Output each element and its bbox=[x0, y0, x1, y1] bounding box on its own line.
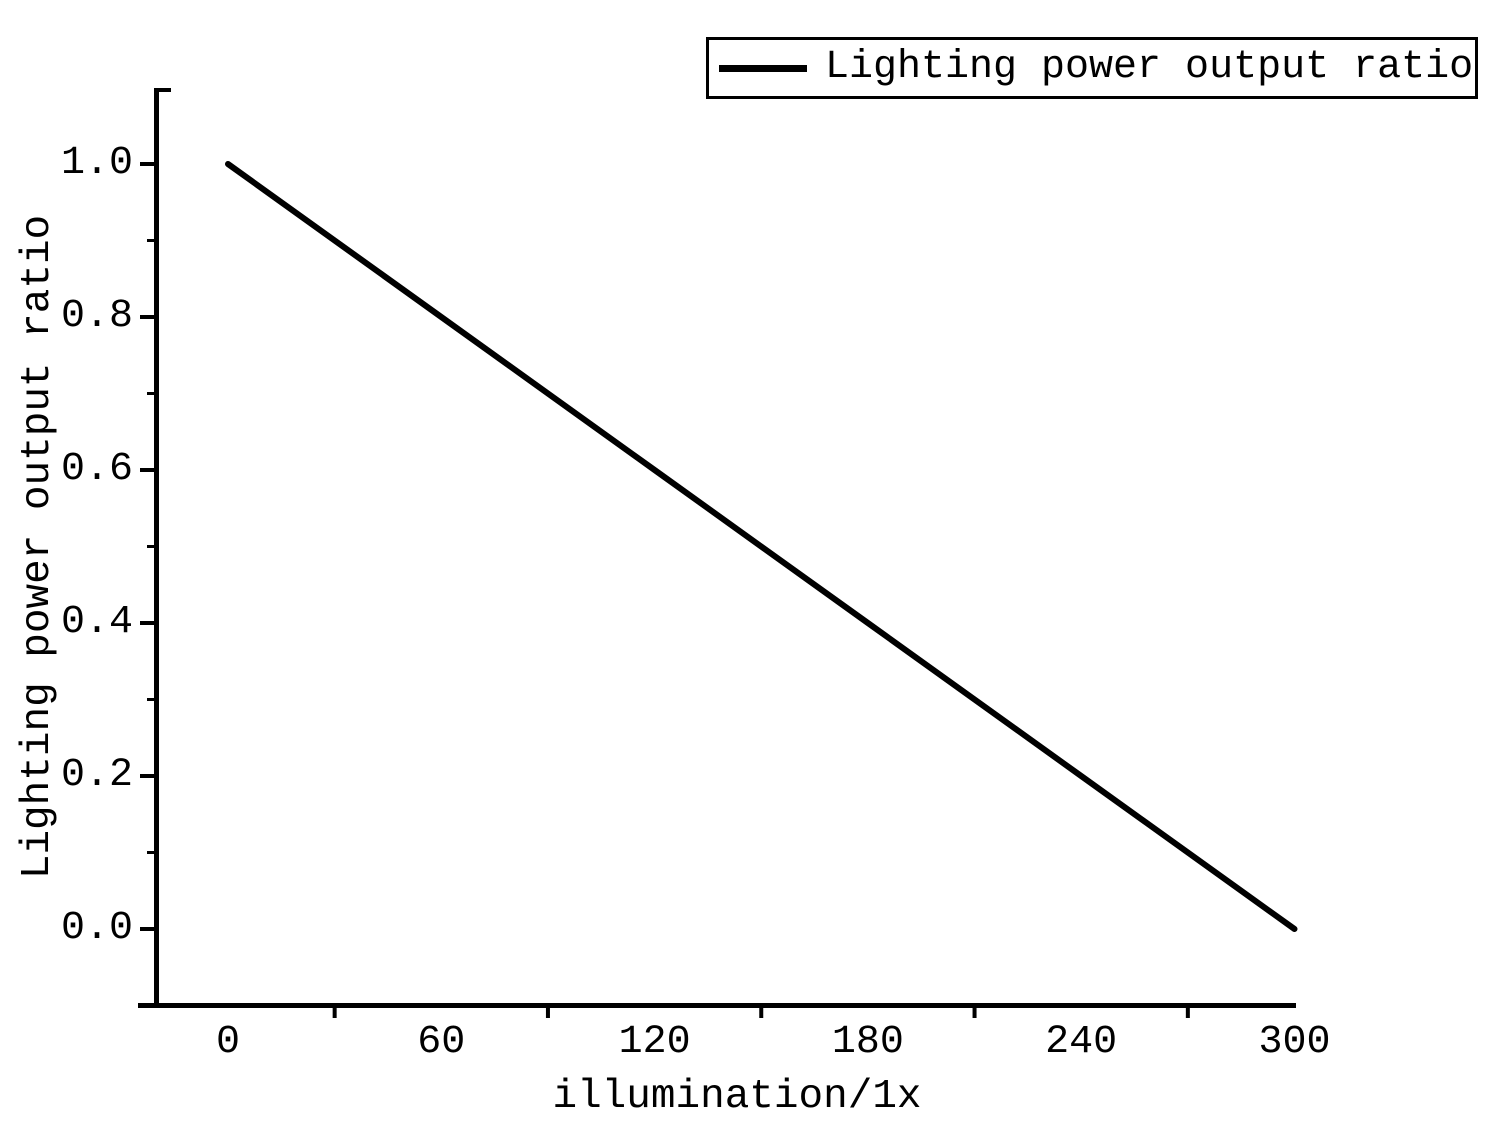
legend-line-sample bbox=[719, 64, 807, 72]
x-axis-line bbox=[138, 1003, 1296, 1008]
y-minor-tick bbox=[147, 239, 154, 242]
y-tick-label: 0.0 bbox=[60, 906, 133, 951]
series-line bbox=[225, 161, 1298, 932]
y-minor-tick bbox=[147, 545, 154, 548]
x-tick-label: 0 bbox=[215, 1020, 240, 1065]
x-minor-tick bbox=[1185, 1008, 1190, 1018]
x-tick-label: 120 bbox=[618, 1020, 691, 1065]
legend-label: Lighting power output ratio bbox=[825, 45, 1474, 90]
y-major-tick bbox=[140, 774, 154, 778]
y-major-tick bbox=[140, 927, 154, 931]
x-minor-tick bbox=[972, 1008, 977, 1018]
x-tick-label: 180 bbox=[831, 1020, 904, 1065]
y-tick-label: 0.6 bbox=[60, 447, 133, 492]
x-axis-title: illumination/1x bbox=[552, 1074, 922, 1120]
legend: Lighting power output ratio bbox=[706, 37, 1478, 99]
y-major-tick bbox=[140, 468, 154, 472]
y-tick-label: 0.8 bbox=[60, 294, 133, 339]
x-minor-tick bbox=[759, 1008, 764, 1018]
y-minor-tick bbox=[147, 698, 154, 701]
y-minor-tick bbox=[147, 851, 154, 854]
y-minor-tick bbox=[147, 392, 154, 395]
y-major-tick bbox=[140, 162, 154, 166]
x-minor-tick bbox=[332, 1008, 337, 1018]
y-tick-label: 1.0 bbox=[60, 141, 133, 186]
x-minor-tick bbox=[545, 1008, 550, 1018]
y-tick-label: 0.4 bbox=[60, 600, 133, 645]
y-axis-line bbox=[154, 88, 159, 1008]
y-major-tick bbox=[140, 315, 154, 319]
y-major-tick bbox=[140, 621, 154, 625]
x-tick-label: 300 bbox=[1258, 1020, 1331, 1065]
y-tick-label: 0.2 bbox=[60, 753, 133, 798]
x-tick-label: 60 bbox=[417, 1020, 466, 1065]
y-axis-top-cap bbox=[159, 88, 171, 92]
x-tick-label: 240 bbox=[1045, 1020, 1118, 1065]
